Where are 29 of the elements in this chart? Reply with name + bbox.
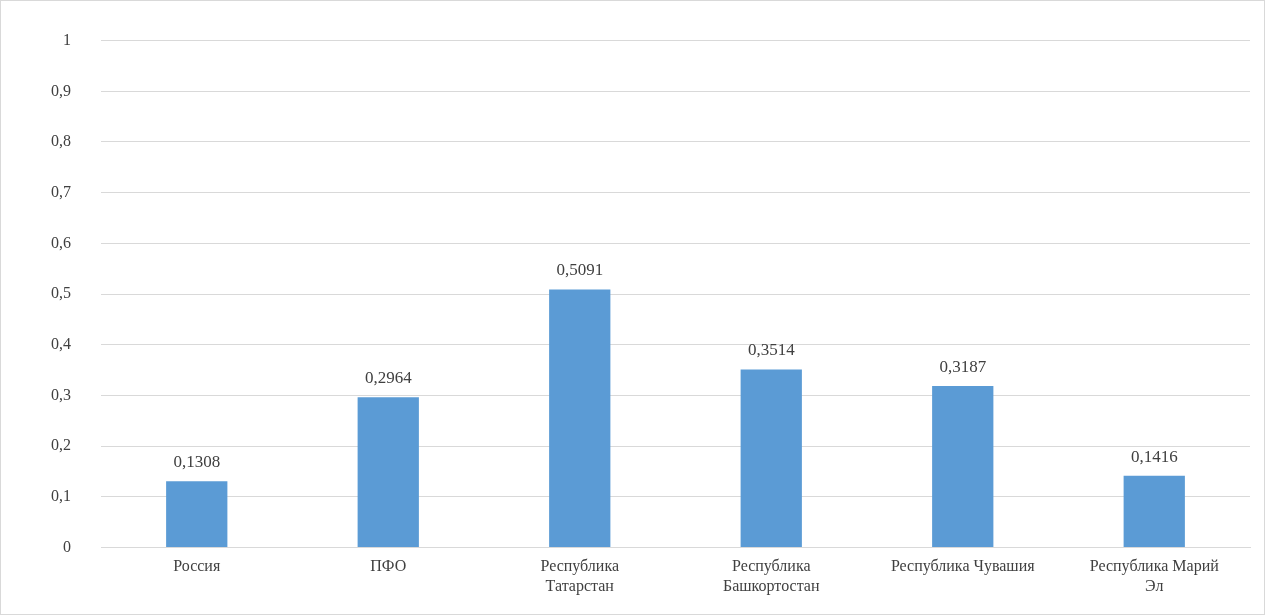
- x-tick-label: Республика Башкортостан: [723, 557, 820, 595]
- y-tick-label: 0,2: [51, 436, 71, 454]
- y-tick-label: 0,3: [51, 385, 71, 403]
- y-tick-label: 0,6: [51, 233, 71, 251]
- data-label: 0,3187: [939, 356, 987, 376]
- bar: [549, 289, 611, 548]
- data-label: 0,1308: [173, 452, 221, 472]
- y-tick-label: 0,7: [51, 182, 71, 200]
- y-tick-label: 0,4: [51, 335, 71, 352]
- bar: [166, 481, 228, 548]
- x-tick-label: Россия: [173, 557, 221, 575]
- bar: [357, 397, 419, 548]
- y-tick-label: 0,5: [51, 284, 71, 302]
- data-label: 0,2964: [364, 368, 413, 388]
- y-tick-label: 0,8: [51, 132, 71, 150]
- y-tick-label: 0,1: [51, 487, 71, 505]
- data-label: 0,3514: [747, 340, 796, 360]
- bar: [740, 369, 802, 548]
- bar: [1123, 475, 1185, 548]
- y-tick-label: 1: [63, 30, 71, 48]
- x-tick-label: Республика Марий Эл: [1089, 557, 1220, 594]
- y-tick-label: 0,9: [51, 81, 71, 99]
- bar: [932, 386, 994, 548]
- y-tick-label: 0: [63, 537, 71, 555]
- x-tick-label: Республика Татарстан: [540, 557, 620, 595]
- x-tick-label: ПФО: [370, 557, 407, 575]
- data-label: 0,1416: [1130, 446, 1178, 466]
- data-label: 0,5091: [556, 260, 604, 280]
- x-tick-label: Республика Чувашия: [890, 557, 1036, 576]
